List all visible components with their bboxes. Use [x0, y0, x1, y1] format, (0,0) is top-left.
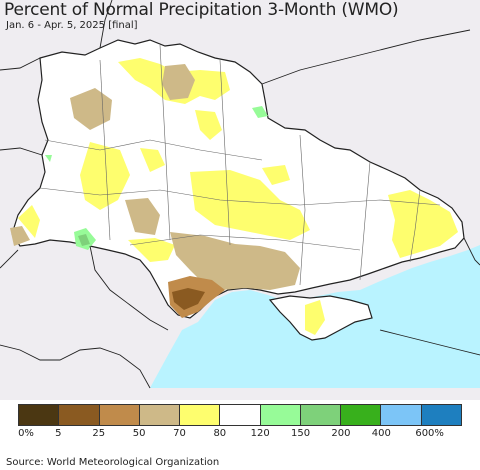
band-70-80 — [18, 58, 458, 335]
source-credit: Source: World Meteorological Organizatio… — [6, 457, 220, 468]
map-canvas — [0, 0, 480, 400]
legend-swatch-25-50 — [99, 404, 140, 426]
band-5-25 — [172, 288, 205, 310]
legend-swatch-50-70 — [139, 404, 181, 426]
legend-swatch-80-120 — [220, 404, 261, 426]
legend-label: 150 — [290, 428, 311, 439]
legend-label: 50 — [132, 428, 146, 439]
legend-swatch-150-200 — [300, 404, 342, 426]
band-150-200 — [78, 234, 90, 246]
legend-swatch-400-600 — [381, 404, 422, 426]
legend-label: 120 — [250, 428, 270, 439]
map-subtitle: Jan. 6 - Apr. 5, 2025 [final] — [6, 20, 138, 31]
legend-label: 600% — [415, 428, 444, 439]
legend-swatch-600%+ — [421, 404, 462, 426]
legend-swatch-5-25 — [59, 404, 100, 426]
legend-label: 200 — [331, 428, 351, 439]
legend-label: 400 — [371, 428, 391, 439]
legend-swatch-200-400 — [341, 404, 382, 426]
oblast-borders — [39, 44, 441, 286]
map-title: Percent of Normal Precipitation 3-Month … — [4, 0, 399, 20]
legend-swatch-0-5 — [18, 404, 60, 426]
legend-labels: 0% 5 25 50 70 80 120 150 200 400 600% — [0, 428, 480, 442]
legend-label: 0% — [18, 428, 34, 439]
legend-swatch-70-80 — [180, 404, 221, 426]
band-50-70 — [10, 64, 300, 290]
color-legend — [18, 404, 462, 426]
country-borders — [0, 0, 480, 389]
legend-label: 25 — [92, 428, 106, 439]
legend-label: 70 — [173, 428, 186, 439]
legend-label: 5 — [55, 428, 62, 439]
legend-label: 80 — [213, 428, 227, 439]
legend-swatch-120-150 — [260, 404, 301, 426]
